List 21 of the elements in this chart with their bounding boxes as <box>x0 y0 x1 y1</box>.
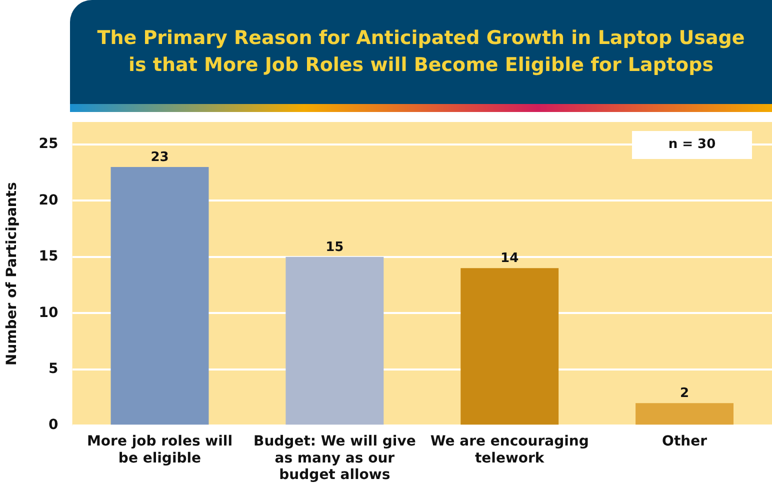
y-tick-label: 15 <box>38 248 58 265</box>
bar <box>286 256 384 425</box>
chart-title: The Primary Reason for Anticipated Growth in Laptop Usage is that More Job Roles will Become Eligible for Laptops <box>70 0 772 104</box>
data-label: 23 <box>150 150 169 165</box>
data-label: 2 <box>680 386 690 402</box>
data-label: 14 <box>500 251 519 266</box>
y-tick-label: 20 <box>38 192 59 208</box>
y-axis-title: Number of Participants <box>4 182 20 366</box>
y-tick-label: 25 <box>38 136 58 152</box>
x-tick-label: More job roles will be eligible <box>86 434 232 466</box>
data-label: 15 <box>326 240 344 255</box>
bar <box>460 268 559 425</box>
bar <box>110 166 209 425</box>
bar <box>636 403 734 425</box>
note-box: n = 30 <box>632 131 752 159</box>
y-tick-label: 5 <box>48 361 58 378</box>
y-tick-label: 0 <box>48 417 59 434</box>
x-tick-label: Budget: We will give as many as our budget allows <box>254 434 416 484</box>
x-tick-label: Other <box>662 434 708 450</box>
x-tick-label: We are encouraging telework <box>430 434 589 466</box>
y-tick-label: 10 <box>38 304 59 321</box>
